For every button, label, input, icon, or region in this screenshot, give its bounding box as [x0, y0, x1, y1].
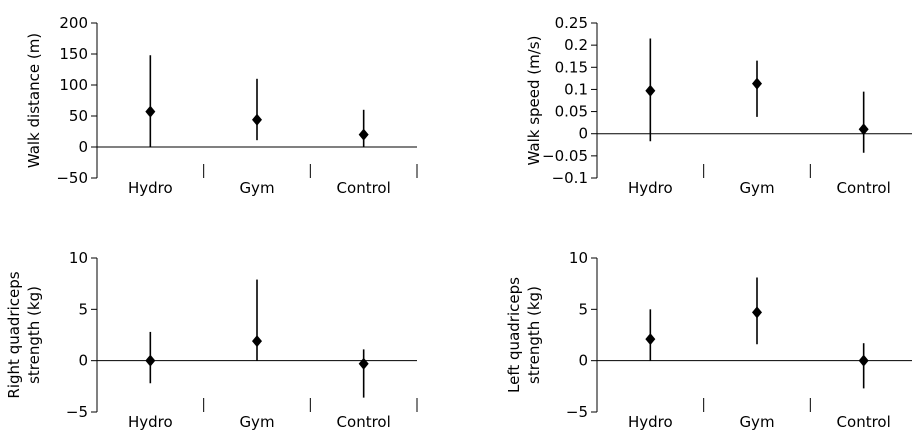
y-tick-label: 50 [69, 107, 88, 125]
chart-panel-1: −50 0 50 100 150 200 Hydro Gym Control Walk dista… [25, 14, 418, 197]
y-tick-label: 0.1 [564, 80, 588, 98]
y-tick-label: 0.25 [555, 14, 588, 32]
mean-marker [645, 84, 656, 97]
y-tick-label: 200 [59, 14, 88, 32]
y-tick-label: 10 [69, 249, 88, 267]
x-category-label: Control [337, 179, 391, 197]
y-tick-label: 0 [578, 352, 588, 370]
y-tick-label: −5 [66, 403, 88, 421]
x-category-label: Gym [739, 179, 774, 197]
y-tick-label: 0 [78, 138, 88, 156]
y-tick-label: 0.2 [564, 36, 588, 54]
x-category-label: Gym [239, 179, 274, 197]
mean-marker [858, 123, 869, 136]
chart-panel-3: −5 0 5 10 Hydro Gym Control Right quadriceps str… [5, 249, 418, 431]
y-axis-label: Walk speed (m/s) [525, 36, 543, 166]
y-tick-label: −50 [56, 169, 88, 187]
mean-marker [252, 335, 262, 348]
y-tick-label: 0 [78, 352, 88, 370]
chart-panel-2: −0.1 −0.05 0 0.05 0.1 0.15 0.2 0.25 Hydro Gym Cont… [525, 14, 912, 197]
y-tick-label: 0 [578, 125, 588, 143]
mean-marker [752, 77, 762, 90]
x-category-label: Gym [739, 413, 774, 431]
x-category-label: Control [837, 179, 891, 197]
y-tick-label: −5 [566, 403, 588, 421]
x-category-label: Hydro [628, 179, 673, 197]
y-tick-label: 10 [569, 249, 588, 267]
mean-marker [358, 128, 369, 141]
y-tick-label: 0.05 [555, 103, 588, 121]
x-category-label: Hydro [628, 413, 673, 431]
mean-marker [145, 105, 156, 118]
x-category-label: Gym [239, 413, 274, 431]
mean-marker [145, 354, 156, 367]
y-axis-label: Left quadriceps [505, 277, 523, 393]
y-axis-label: Walk distance (m) [25, 33, 43, 168]
mean-marker [358, 357, 369, 370]
y-tick-label: −0.1 [552, 169, 588, 187]
y-tick-label: 5 [78, 300, 88, 318]
mean-marker [858, 354, 869, 367]
x-category-label: Control [337, 413, 391, 431]
x-category-label: Control [837, 413, 891, 431]
x-category-label: Hydro [128, 413, 173, 431]
chart-panel-4: −5 0 5 10 Hydro Gym Control Left quadriceps stre… [505, 249, 912, 431]
y-axis-label: Right quadriceps [5, 271, 23, 398]
y-tick-label: 150 [59, 45, 88, 63]
mean-marker [252, 113, 262, 126]
y-tick-label: −0.05 [542, 147, 588, 165]
y-axis-label: strength (kg) [25, 286, 43, 384]
mean-marker [752, 306, 762, 319]
y-tick-label: 100 [59, 76, 88, 94]
y-tick-label: 0.15 [555, 58, 588, 76]
y-tick-label: 5 [578, 300, 588, 318]
y-axis-label: strength (kg) [525, 286, 543, 384]
x-category-label: Hydro [128, 179, 173, 197]
mean-marker [645, 333, 656, 346]
